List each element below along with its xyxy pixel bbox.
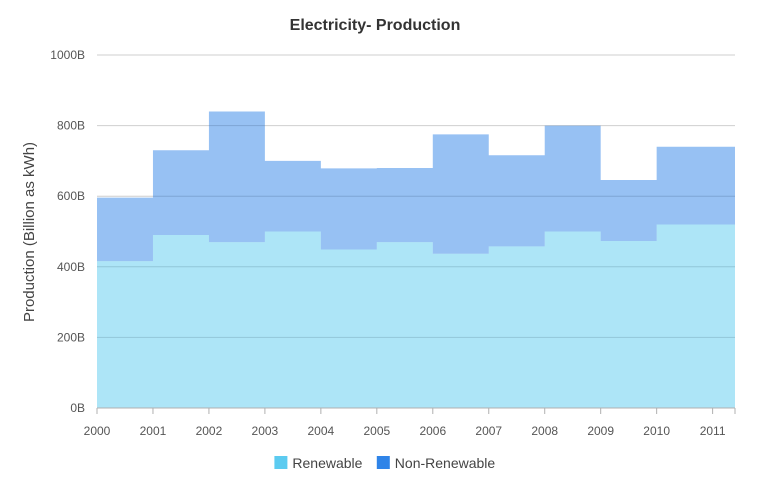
- legend-swatch: [274, 456, 288, 469]
- series-area-renewable[interactable]: [97, 224, 735, 408]
- x-tick-label: 2010: [643, 424, 670, 438]
- x-tick-label: 2000: [84, 424, 111, 438]
- y-axis-label: Production (Billion as kWh): [21, 142, 38, 322]
- legend-item-non-renewable[interactable]: Non-Renewable: [376, 455, 496, 471]
- y-tick-label: 400B: [57, 260, 85, 274]
- y-tick-label: 1000B: [50, 48, 85, 62]
- x-tick-label: 2007: [475, 424, 502, 438]
- y-tick-label: 800B: [57, 119, 85, 133]
- chart-title: Electricity- Production: [290, 17, 461, 34]
- y-tick-label: 600B: [57, 189, 85, 203]
- y-tick-label: 200B: [57, 330, 85, 344]
- x-tick-label: 2009: [587, 424, 614, 438]
- x-tick-label: 2006: [419, 424, 446, 438]
- x-tick-label: 2004: [308, 424, 335, 438]
- y-tick-label: 0B: [70, 401, 85, 415]
- series-areas: [97, 111, 735, 408]
- legend[interactable]: Renewable Non-Renewable: [274, 455, 495, 471]
- x-tick-label: 2001: [140, 424, 167, 438]
- legend-swatch: [376, 456, 390, 469]
- x-tick-label: 2008: [531, 424, 558, 438]
- x-tick-label: 2011: [700, 424, 726, 438]
- x-tick-label: 2005: [363, 424, 390, 438]
- x-tick-label: 2003: [252, 424, 279, 438]
- x-tick-label: 2002: [196, 424, 223, 438]
- axes: 0B 200B 400B 600B 800B 1000B 2000 2001 2002 2003 2…: [50, 48, 736, 438]
- legend-label: Renewable: [292, 455, 362, 471]
- series-area-non-renewable[interactable]: [97, 111, 735, 262]
- legend-label: Non-Renewable: [395, 455, 496, 471]
- legend-item-renewable[interactable]: Renewable: [274, 455, 363, 471]
- overlay-grid-lines: [97, 54, 735, 338]
